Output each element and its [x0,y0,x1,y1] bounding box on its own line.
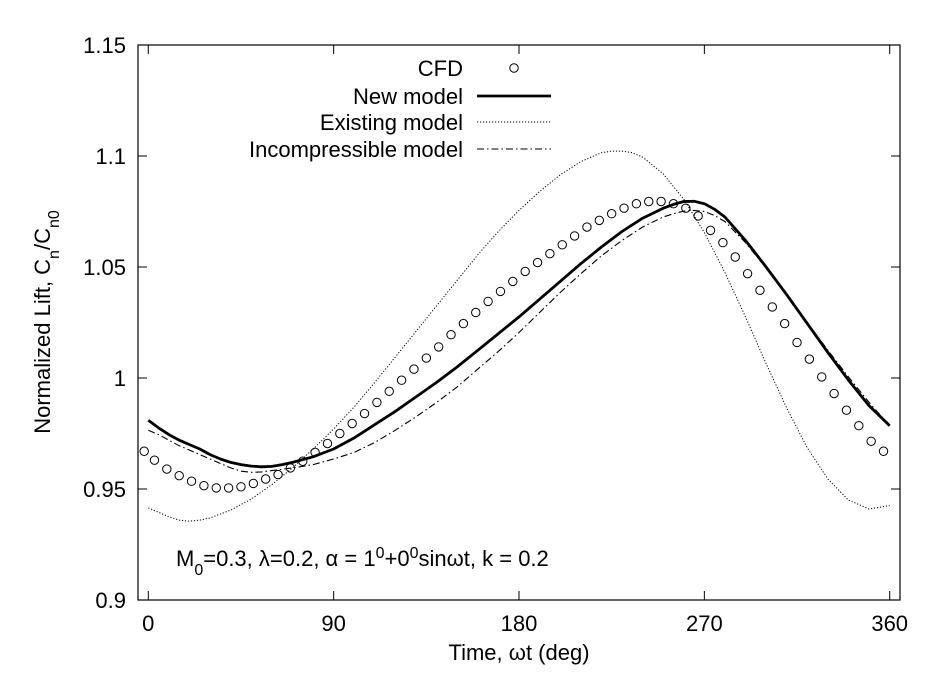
cfd-point [162,464,172,474]
cfd-point [335,428,345,439]
cfd-point [347,418,357,429]
cfd-point [582,222,592,232]
cfd-point [223,483,234,493]
cfd-point [705,225,716,236]
cfd-point [619,203,629,213]
series-line-existing-model [148,150,890,522]
legend-swatch [509,63,519,73]
cfd-point [755,285,765,296]
cfd-point [817,372,827,382]
cfd-point [841,405,852,415]
series-cfd-markers [139,196,889,493]
legend-label: New model [353,84,463,109]
cfd-point [681,203,691,213]
cfd-point [372,397,382,408]
y-axis-label: Normalized Lift, Cn/Cn0 [30,210,63,434]
x-axis-label: Time, ωt (deg) [448,640,589,665]
cfd-point [260,474,271,484]
cfd-point [483,296,493,307]
cfd-point [569,231,580,241]
y-tick-label: 1.15 [83,33,126,58]
cfd-point [384,386,394,397]
cfd-point [557,240,567,250]
cfd-point [730,252,740,262]
legend-label: CFD [418,56,463,81]
cfd-point [742,268,753,279]
x-tick-label: 180 [501,611,538,636]
x-tick-label: 90 [321,611,345,636]
x-tick-label: 0 [142,611,154,636]
series-layer [139,150,891,522]
y-tick-label: 1.05 [83,255,126,280]
series-line-new-model [147,199,891,469]
cfd-point [520,266,530,277]
cfd-point [829,388,839,399]
x-tick-label: 270 [686,611,723,636]
cfd-point [446,330,456,340]
cfd-point [495,286,506,297]
cfd-point [139,446,149,456]
cfd-point [211,483,221,493]
series-line-incompressible-model [148,209,891,473]
cfd-point [236,482,246,492]
cfd-point [186,476,197,486]
chart-annotation: M0=0.3, λ=0.2, α = 10+00sinωt, k = 0.2 [176,545,549,579]
cfd-point [421,353,432,363]
cfd-point [878,446,889,456]
cfd-point [508,276,518,287]
cfd-point [656,196,666,207]
cfd-point [606,209,617,219]
cfd-point [532,257,543,268]
cfd-point [396,375,407,385]
legend-label: Existing model [320,110,463,135]
cfd-point [693,211,703,221]
cfd-point [644,196,654,207]
x-tick-label: 360 [871,611,908,636]
cfd-point [804,354,815,364]
cfd-point [174,470,184,481]
cfd-point [779,318,790,329]
y-tick-label: 1 [114,366,126,391]
cfd-point [359,408,370,419]
legend-label: Incompressible model [249,137,463,162]
plot-frame [137,44,901,601]
axis-ticks: 0 90 180 270 360 0.9 0.95 1 1.05 1.1 1.15 [83,33,908,636]
cfd-point [149,455,160,465]
cfd-point [322,438,333,449]
cfd-point [409,364,419,374]
y-tick-label: 1.1 [95,144,126,169]
cfd-point [767,302,778,312]
cfd-point [471,307,481,318]
cfd-point [545,248,555,259]
y-tick-label: 0.9 [95,588,126,613]
cfd-point [718,237,728,248]
cfd-point [594,215,605,226]
cfd-point [631,199,642,209]
cfd-point [458,318,469,329]
cfd-point [248,478,259,489]
cfd-point [866,436,876,446]
cfd-point [433,342,444,352]
cfd-point [199,480,209,491]
y-tick-label: 0.95 [83,477,126,502]
cfd-point [792,337,802,348]
cfd-point [854,421,864,431]
cfd-point [273,469,283,480]
